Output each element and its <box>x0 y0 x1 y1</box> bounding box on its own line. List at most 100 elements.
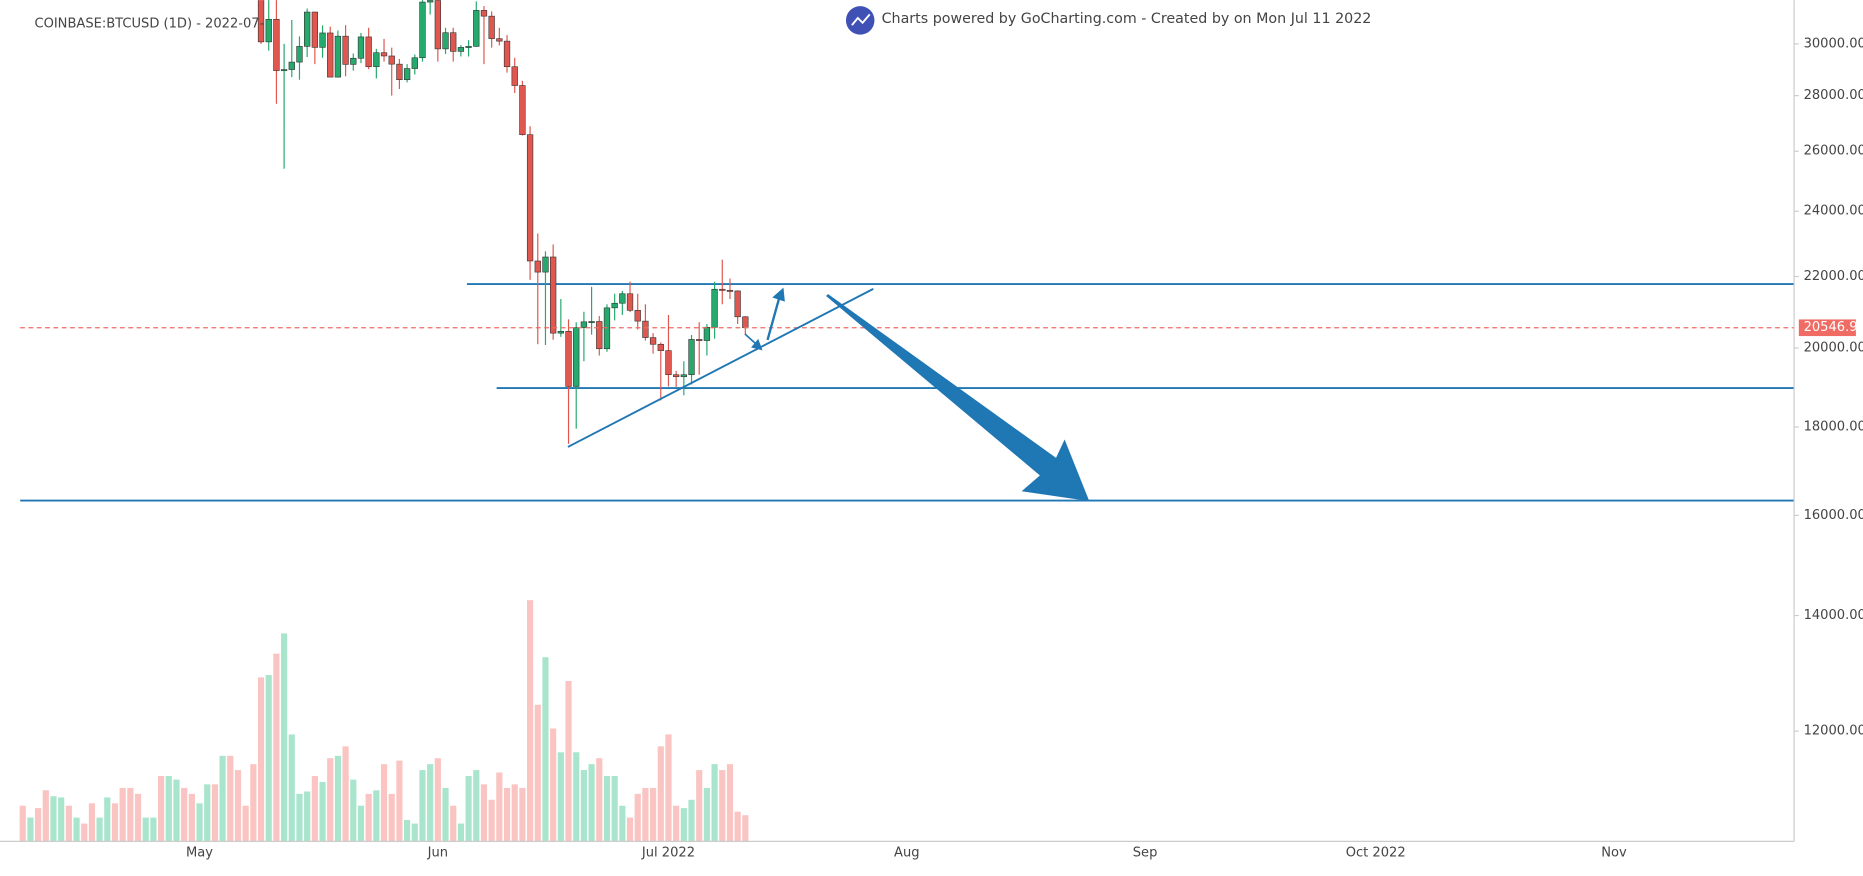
volume-bar <box>726 764 734 842</box>
candle-body <box>573 327 580 387</box>
candle-body <box>296 46 303 63</box>
candle-body <box>480 10 488 17</box>
volume-bar <box>288 734 295 842</box>
candle-body <box>542 256 549 273</box>
candle-body <box>580 321 588 328</box>
candle-body <box>373 52 380 68</box>
y-tick-label: 28000.00 <box>1804 88 1863 103</box>
volume-bar <box>188 793 195 842</box>
volume-bar <box>542 657 549 842</box>
candle-body <box>657 343 664 351</box>
candle-body <box>734 290 741 318</box>
volume-bar <box>311 776 318 842</box>
volume-bar <box>304 791 311 842</box>
volume-bar <box>365 793 372 842</box>
volume-bar <box>196 803 203 842</box>
candle-body <box>434 0 441 50</box>
volume-bar <box>281 633 288 842</box>
volume-bar <box>234 770 242 842</box>
candle-body <box>680 374 687 377</box>
candle-body <box>357 36 365 59</box>
candle-body <box>280 69 288 72</box>
volume-bar <box>550 728 557 842</box>
candle-body <box>465 46 472 48</box>
y-tick-label: 22000.00 <box>1804 269 1863 284</box>
volume-bar <box>711 764 718 842</box>
candle-body <box>304 11 311 47</box>
volume-bar <box>150 817 157 842</box>
candle-body <box>619 293 626 304</box>
volume-bar <box>427 764 434 842</box>
volume-bar <box>696 770 703 842</box>
volume-bar <box>665 734 672 842</box>
candle-body <box>403 68 411 81</box>
x-tick-label: Jul 2022 <box>641 846 695 861</box>
y-tick-label: 16000.00 <box>1804 508 1863 523</box>
candle-body <box>696 339 703 341</box>
logo-icon <box>851 13 871 26</box>
small-arrow-up-head <box>772 287 785 302</box>
volume-bar <box>680 808 687 842</box>
volume-bar <box>719 770 726 842</box>
candle-body <box>519 85 526 135</box>
volume-bar <box>88 803 96 842</box>
candle-body <box>380 52 388 57</box>
candle-body <box>611 302 618 309</box>
x-tick-label: Jun <box>427 846 448 861</box>
volume-bar <box>703 787 710 842</box>
x-tick-label: Oct 2022 <box>1346 846 1406 861</box>
candle-body <box>265 18 272 43</box>
x-tick-label: Sep <box>1133 846 1158 861</box>
volume-bar <box>634 793 641 842</box>
candle-body <box>703 326 711 341</box>
candle-body <box>411 57 418 69</box>
volume-bar <box>380 764 388 842</box>
volume-bar <box>127 787 134 842</box>
volume-bar <box>165 776 172 842</box>
volume-bar <box>65 805 72 842</box>
candle-body <box>626 293 634 311</box>
big-arrow <box>826 294 1090 502</box>
volume-bar <box>50 796 57 842</box>
volume-bar <box>27 817 34 842</box>
volume-bar <box>603 776 611 842</box>
candle-body <box>365 36 372 68</box>
volume-bar <box>396 760 403 842</box>
small-arrow-up <box>766 296 781 341</box>
volume-bar <box>35 808 42 842</box>
volume-bar <box>242 805 249 842</box>
y-tick-label: 18000.00 <box>1804 420 1863 435</box>
x-tick-label: May <box>186 846 213 861</box>
candle-body <box>511 66 518 86</box>
chart-title: COINBASE:BTCUSD (1D) - 2022-07- <box>34 16 264 31</box>
volume-bar <box>588 764 595 842</box>
volume-bar <box>527 600 534 842</box>
last-price-label: 20546.90 <box>1804 320 1863 335</box>
volume-bar <box>626 817 634 842</box>
volume-bar <box>357 805 365 842</box>
candle-body <box>311 11 318 48</box>
volume-bar <box>388 793 395 842</box>
y-tick-label: 14000.00 <box>1804 608 1863 623</box>
volume-bar <box>496 772 503 842</box>
volume-bar <box>350 779 357 842</box>
candle-body <box>726 289 734 292</box>
y-tick-label: 30000.00 <box>1804 36 1863 51</box>
candle-body <box>642 320 649 338</box>
volume-bar <box>488 799 495 842</box>
volume-bar <box>73 817 80 842</box>
volume-bar <box>480 784 488 842</box>
last-price-box <box>1798 319 1856 337</box>
candle-body <box>319 32 326 48</box>
candle-body <box>665 350 672 376</box>
volume-bar <box>534 704 541 842</box>
y-tick-label: 26000.00 <box>1804 144 1863 159</box>
volume-bar <box>450 805 457 842</box>
volume-bar <box>104 797 111 842</box>
candle-body <box>450 32 457 52</box>
candle-body <box>526 134 534 262</box>
volume-bar <box>511 784 518 842</box>
volume-bar <box>219 755 226 842</box>
